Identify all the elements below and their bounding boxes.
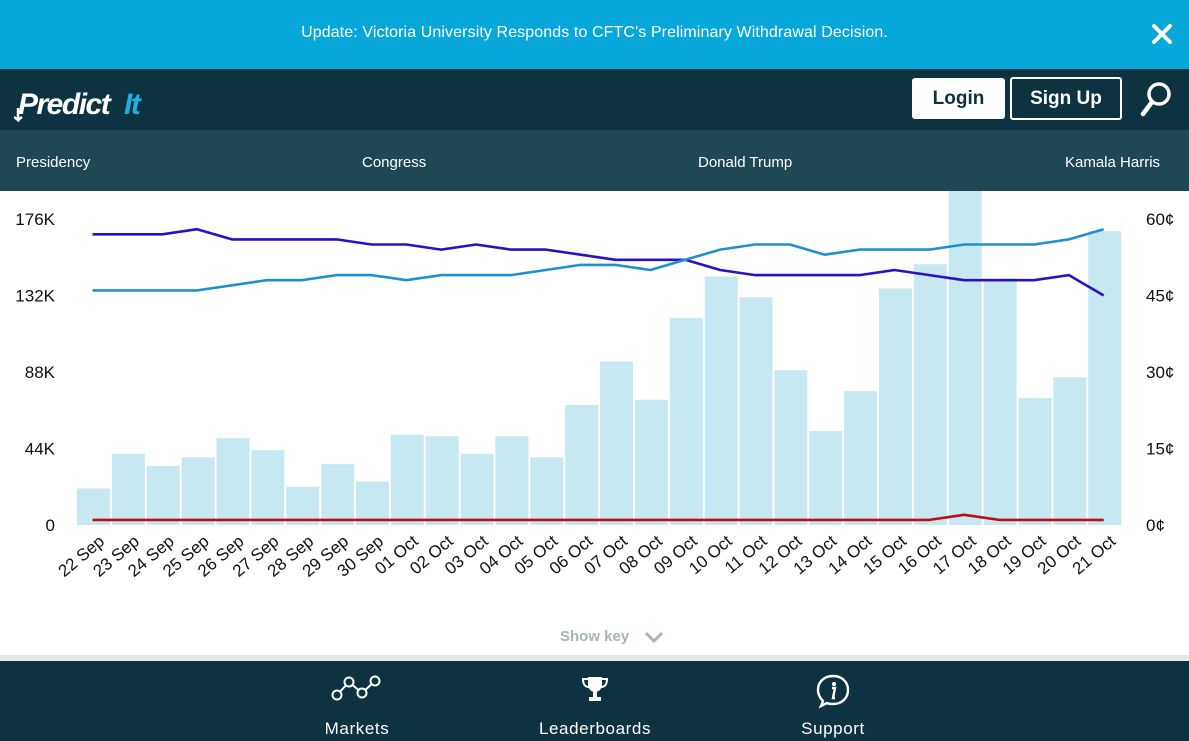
right-axis-tick-label: 0¢ — [1146, 516, 1165, 535]
info-icon — [816, 674, 850, 709]
announcement-banner: Update: Victoria University Responds to … — [0, 0, 1189, 69]
volume-bar — [1053, 377, 1087, 525]
nav-item-presidency[interactable]: Presidency — [16, 154, 91, 171]
left-axis-tick-label: 176K — [15, 210, 55, 229]
volume-bar — [704, 276, 738, 525]
price-line-series-2 — [92, 227, 1105, 292]
category-nav: Presidency Congress Donald Trump Kamala … — [0, 130, 1189, 191]
volume-bar — [634, 399, 668, 525]
left-axis-tick-label: 44K — [25, 440, 56, 459]
volume-bar — [495, 436, 529, 525]
volume-bar — [251, 450, 285, 525]
nav-item-kamala-harris[interactable]: Kamala Harris — [1065, 154, 1161, 171]
footer-item-markets[interactable]: Markets — [277, 661, 437, 741]
price-line-series-3 — [92, 513, 1104, 522]
trophy-icon — [581, 677, 609, 701]
volume-bar — [844, 391, 878, 525]
volume-bar — [390, 434, 424, 525]
volume-bar — [879, 288, 912, 525]
footer-item-leaderboards[interactable]: Leaderboards — [515, 661, 675, 741]
volume-bar — [669, 318, 703, 525]
volume-bar — [983, 278, 1017, 525]
logo-text-predict: Predict — [18, 88, 113, 121]
volume-bar — [425, 436, 459, 525]
volume-bar — [181, 457, 215, 525]
volume-bar — [146, 465, 180, 525]
footer-label-support: Support — [801, 719, 865, 738]
footer-label-markets: Markets — [324, 719, 390, 738]
nav-item-donald-trump[interactable]: Donald Trump — [698, 154, 793, 171]
volume-bar — [356, 481, 389, 525]
volume-bar — [111, 453, 145, 525]
volume-bar — [600, 361, 633, 525]
site-header: Predict It Login Sign Up — [0, 69, 1189, 130]
chevron-down-icon[interactable] — [644, 630, 664, 644]
footer-label-leaderboards: Leaderboards — [538, 719, 652, 738]
volume-bar — [1088, 231, 1122, 525]
volume-bar — [460, 453, 494, 525]
volume-bar — [913, 264, 947, 525]
signup-button[interactable]: Sign Up — [1010, 77, 1122, 120]
volume-bar — [321, 464, 355, 525]
volume-bar — [739, 297, 773, 525]
markets-icon — [331, 675, 381, 701]
right-axis-tick-label: 15¢ — [1146, 440, 1174, 459]
logo-text-it: It — [124, 88, 143, 121]
predictit-logo[interactable]: Predict It — [14, 86, 164, 126]
close-icon[interactable] — [1149, 17, 1175, 51]
volume-bar — [1018, 398, 1052, 525]
volume-bar — [530, 457, 564, 525]
nav-item-congress[interactable]: Congress — [362, 154, 427, 171]
left-axis-tick-label: 88K — [25, 363, 56, 382]
search-icon[interactable] — [1139, 81, 1173, 119]
volume-bar — [948, 191, 982, 525]
volume-bar — [774, 370, 808, 525]
volume-bar — [809, 431, 843, 525]
left-axis-tick-label: 0 — [46, 516, 55, 535]
section-divider — [0, 655, 1189, 661]
left-axis-tick-label: 132K — [15, 287, 55, 306]
show-key-button[interactable]: Show key — [560, 628, 630, 645]
footer-nav: Markets Leaderboards Support — [0, 661, 1189, 741]
right-axis-tick-label: 60¢ — [1146, 210, 1174, 229]
login-button[interactable]: Login — [912, 78, 1005, 119]
right-axis-tick-label: 30¢ — [1146, 363, 1174, 382]
volume-bar — [216, 438, 250, 525]
price-line-series-1 — [92, 227, 1105, 297]
footer-item-support[interactable]: Support — [753, 661, 913, 741]
right-axis-tick-label: 45¢ — [1146, 287, 1174, 306]
banner-text[interactable]: Update: Victoria University Responds to … — [301, 24, 888, 41]
volume-bar — [565, 405, 599, 525]
